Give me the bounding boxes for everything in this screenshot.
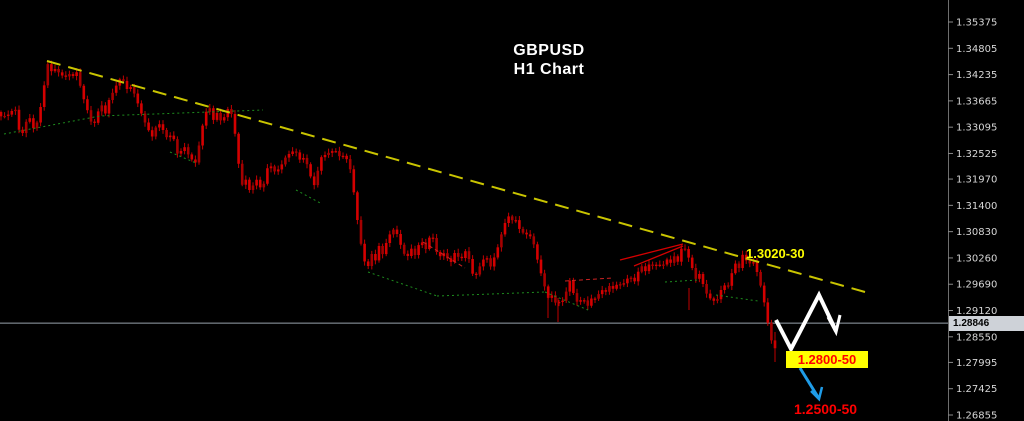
candles-layer [0, 60, 777, 362]
price-axis-label: 1.26855 [956, 411, 997, 421]
price-axis-label: 1.29120 [956, 306, 997, 317]
chart-title: GBPUSD H1 Chart [449, 41, 649, 79]
price-axis-label: 1.32525 [956, 149, 997, 160]
price-axis-label: 1.33095 [956, 123, 997, 134]
zigzag-arrowhead-icon [826, 314, 842, 337]
price-axis-label: 1.35375 [956, 18, 997, 29]
chart-objects-layer [3, 60, 866, 402]
price-axis-label: 1.31400 [956, 201, 997, 212]
price-axis-label: 1.27425 [956, 384, 997, 395]
price-axis-label: 1.30830 [956, 227, 997, 238]
projection-zigzag-arrow [774, 290, 838, 354]
chart-symbol: GBPUSD [513, 42, 585, 59]
price-axis-label: 1.34235 [956, 70, 997, 81]
price-axis-label: 1.34805 [956, 44, 997, 55]
price-axis-label: 1.27995 [956, 358, 997, 369]
target-arrow [798, 367, 820, 398]
target-zone-label[interactable]: 1.2500-50 [794, 401, 858, 417]
resistance-zone-label[interactable]: 1.3020-30 [746, 246, 805, 261]
target-arrowhead-icon [810, 386, 824, 402]
price-axis-label: 1.33665 [956, 96, 997, 107]
price-axis-label: 1.30260 [956, 253, 997, 264]
chart-timeframe: H1 Chart [513, 61, 585, 78]
price-axis-label: 1.29690 [956, 280, 997, 291]
descending-trendline [46, 60, 866, 293]
price-axis: 1.35375 1.34805 1.34235 1.33665 1.33095 1.325… [948, 0, 997, 421]
price-axis-label: 1.28550 [956, 332, 997, 343]
current-price-tag: 1.28846 [949, 315, 1024, 331]
price-axis-label: 1.31970 [956, 175, 997, 186]
support-zone-label[interactable]: 1.2800-50 [786, 351, 868, 368]
